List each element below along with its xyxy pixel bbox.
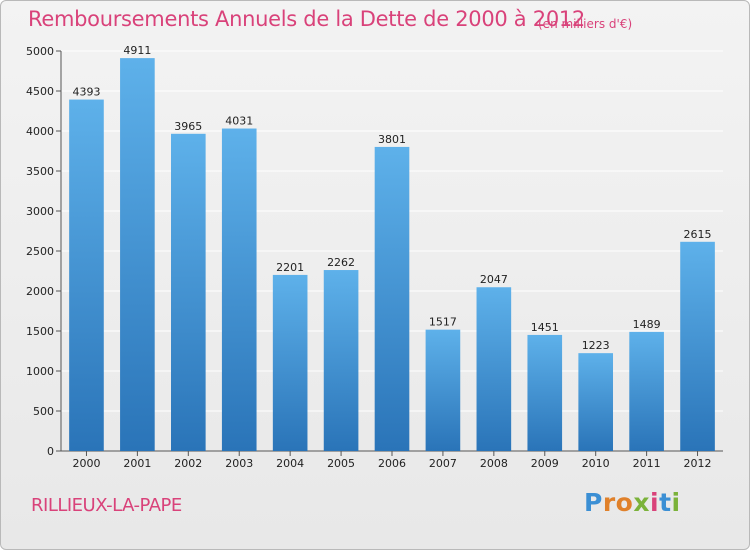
bar — [323, 270, 359, 451]
bar — [578, 353, 614, 451]
value-label: 2047 — [480, 273, 508, 286]
chart-title: Remboursements Annuels de la Dette de 20… — [28, 7, 585, 31]
x-tick-label: 2002 — [174, 457, 202, 470]
y-tick-label: 0 — [47, 445, 54, 458]
value-label: 3965 — [174, 120, 202, 133]
x-tick-label: 2005 — [327, 457, 355, 470]
x-tick-label: 2012 — [684, 457, 712, 470]
y-tick-label: 4500 — [26, 85, 54, 98]
bar — [69, 99, 104, 451]
value-label: 4393 — [72, 86, 100, 99]
y-tick-label: 4000 — [26, 125, 54, 138]
y-tick-label: 5000 — [26, 45, 54, 58]
value-label: 1451 — [531, 321, 559, 334]
logo-letter: i — [650, 488, 660, 517]
value-labels: 4393 4911 3965 4031 2201 2262 3801 1517 2047 1451… — [72, 44, 711, 352]
logo-letter: i — [671, 488, 681, 517]
value-label: 2201 — [276, 261, 304, 274]
bar — [374, 146, 410, 452]
bar — [170, 133, 206, 452]
bar — [120, 58, 155, 452]
value-label: 1223 — [582, 339, 610, 352]
x-tick-label: 2011 — [633, 457, 661, 470]
proxiti-logo: Proxiti — [584, 488, 681, 517]
bar — [221, 128, 257, 451]
x-axis: 2000 2001 2002 2003 2004 2005 2006 2007 2008 2009… — [72, 451, 712, 470]
x-tick-label: 2000 — [72, 457, 100, 470]
logo-letter: t — [659, 488, 672, 517]
y-tick-label: 2000 — [26, 285, 54, 298]
bar — [629, 331, 664, 451]
x-tick-label: 2006 — [378, 457, 406, 470]
logo-letter: o — [615, 488, 634, 517]
logo-letter: x — [633, 488, 650, 517]
y-tick-label: 2500 — [26, 245, 54, 258]
y-tick-label: 500 — [33, 405, 54, 418]
value-label: 4911 — [123, 44, 151, 57]
bar — [425, 329, 461, 451]
x-tick-label: 2010 — [582, 457, 610, 470]
logo-letter: r — [602, 488, 616, 517]
value-label: 1517 — [429, 316, 457, 329]
value-label: 1489 — [633, 318, 661, 331]
x-tick-label: 2008 — [480, 457, 508, 470]
x-tick-label: 2004 — [276, 457, 304, 470]
commune-name: RILLIEUX-LA-PAPE — [31, 495, 182, 516]
value-label: 3801 — [378, 133, 406, 146]
x-tick-label: 2001 — [123, 457, 151, 470]
logo-letter: P — [584, 488, 603, 517]
x-tick-label: 2003 — [225, 457, 253, 470]
value-label: 2262 — [327, 256, 355, 269]
y-tick-label: 1000 — [26, 365, 54, 378]
bar — [272, 274, 308, 451]
x-tick-label: 2009 — [531, 457, 559, 470]
value-label: 4031 — [225, 115, 253, 128]
x-tick-label: 2007 — [429, 457, 457, 470]
y-tick-label: 3500 — [26, 165, 54, 178]
y-tick-label: 3000 — [26, 205, 54, 218]
bar — [527, 334, 563, 451]
bars — [69, 58, 715, 452]
bar — [476, 287, 512, 451]
value-label: 2615 — [684, 228, 712, 241]
y-tick-label: 1500 — [26, 325, 54, 338]
bar — [680, 241, 715, 451]
chart-subtitle: (en milliers d'€) — [538, 17, 633, 31]
